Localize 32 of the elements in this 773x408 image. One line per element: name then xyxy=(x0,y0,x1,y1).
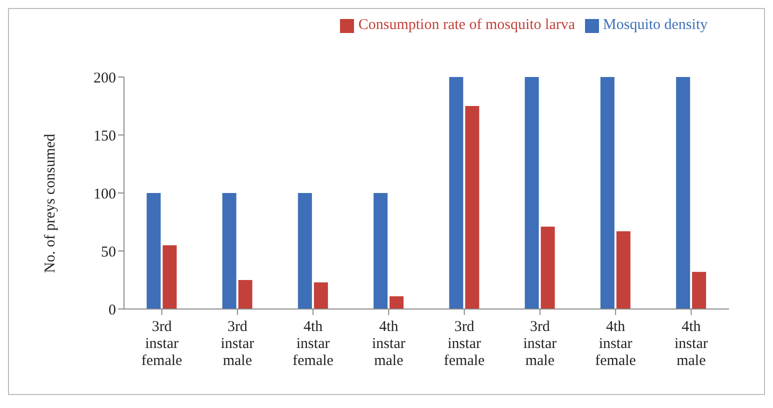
bar xyxy=(298,193,312,309)
bar xyxy=(465,106,480,309)
x-tick-label: 4th instar female xyxy=(292,319,334,369)
y-tick-label: 200 xyxy=(94,70,116,86)
x-tick-label: 3rd instar female xyxy=(444,319,486,369)
bar xyxy=(540,226,555,309)
bar xyxy=(314,282,328,309)
bar xyxy=(600,77,614,309)
x-tick-label: 4th instar female xyxy=(595,319,636,369)
x-tick-label: 4th instar male xyxy=(674,319,708,369)
bar xyxy=(616,231,630,309)
x-tick-label: 3rd instar female xyxy=(141,319,183,369)
bar xyxy=(692,272,706,309)
bar xyxy=(146,193,161,309)
y-axis-title: No. of preys consumed xyxy=(42,133,58,273)
bar xyxy=(222,193,236,309)
legend-label: Consumption rate of mosquito larva xyxy=(358,17,576,33)
y-tick-label: 0 xyxy=(108,302,116,318)
bar xyxy=(238,280,252,309)
x-tick-label: 3rd instar male xyxy=(523,319,557,369)
bar xyxy=(162,245,177,309)
y-tick-label: 100 xyxy=(94,186,116,202)
bar xyxy=(524,77,539,309)
bar xyxy=(374,193,388,309)
bar xyxy=(449,77,464,309)
bar xyxy=(390,296,404,309)
x-tick-label: 3rd instar male xyxy=(220,319,254,369)
y-tick-label: 50 xyxy=(101,244,116,260)
y-tick-label: 150 xyxy=(94,128,116,144)
x-tick-label: 4th instar male xyxy=(372,319,406,369)
legend-label: Mosquito density xyxy=(603,17,708,33)
bar xyxy=(676,77,690,309)
